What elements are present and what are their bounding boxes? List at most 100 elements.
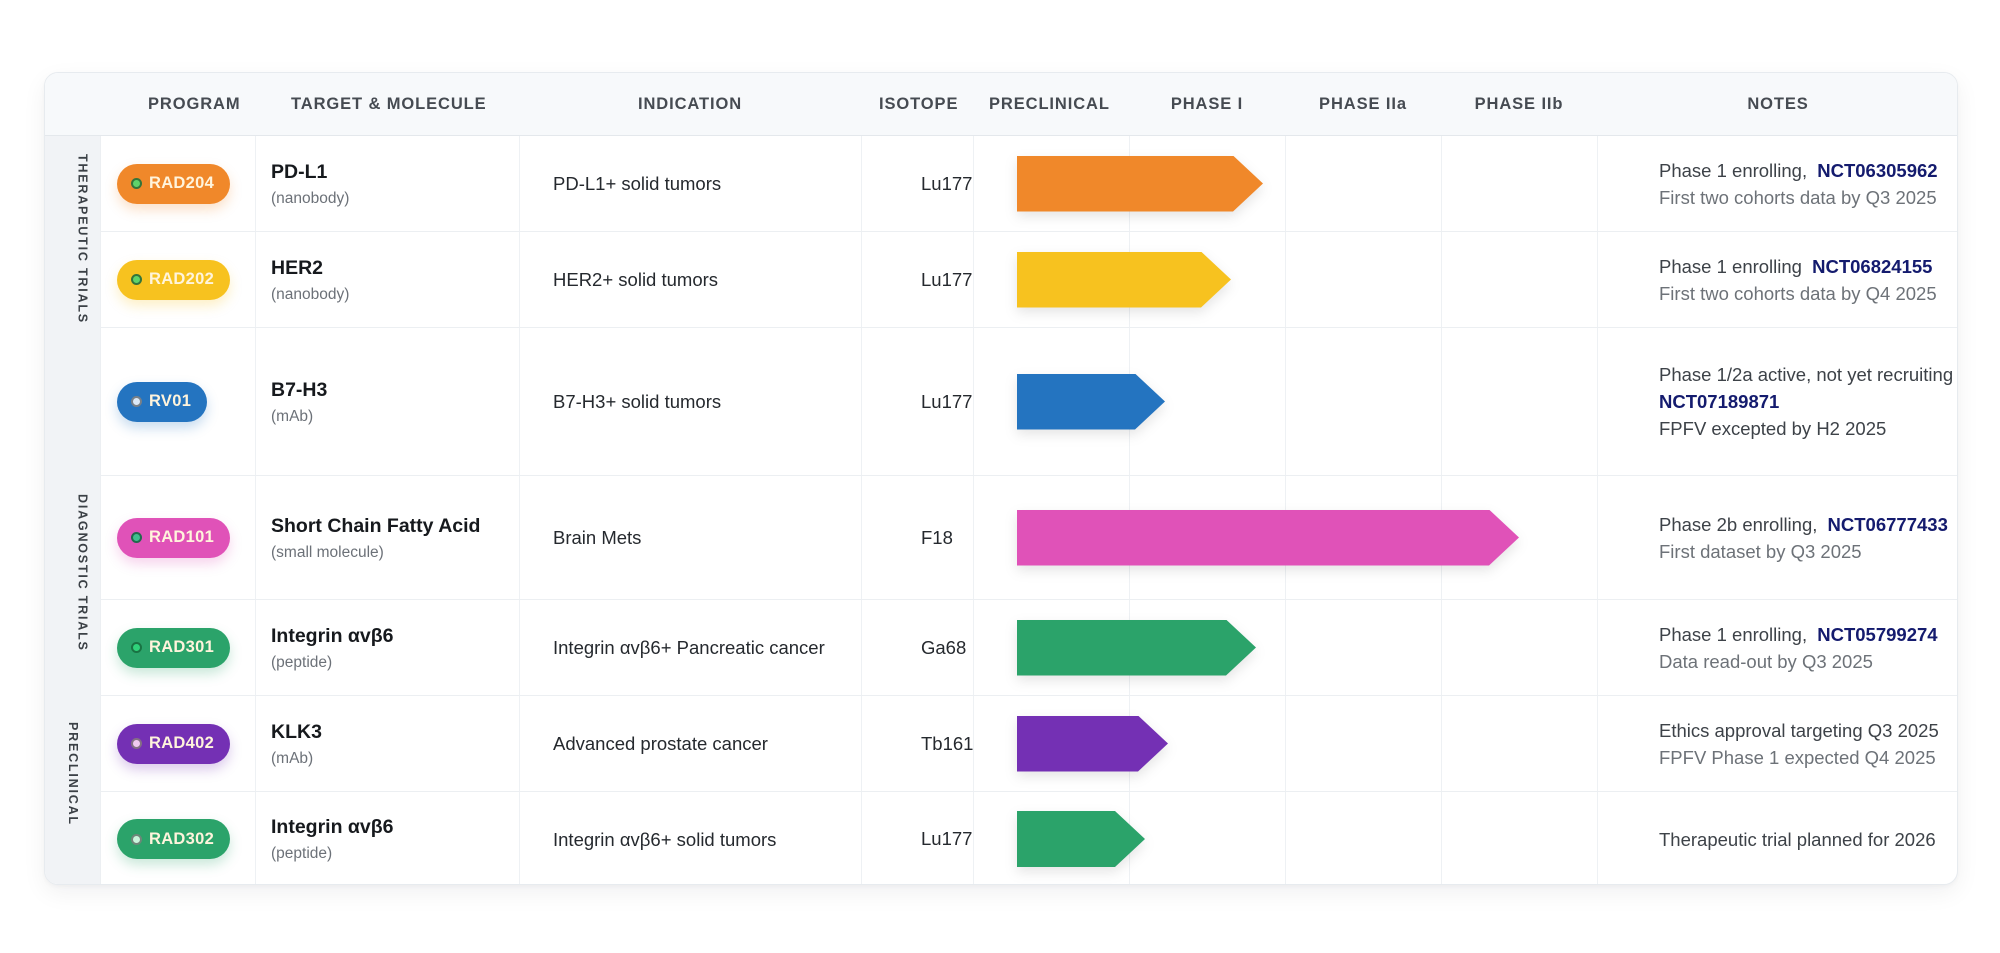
notes-text: Phase 2b enrolling, NCT06777433 First da… <box>1659 511 1957 565</box>
stage-cell <box>1017 328 1641 475</box>
target-cell: PD-L1 (nanobody) <box>271 136 511 231</box>
group-diagnostic-trials: DIAGNOSTIC TRIALS <box>45 476 101 696</box>
notes-status: Phase 2b enrolling, <box>1659 513 1818 535</box>
target-name: HER2 <box>271 256 324 279</box>
nct-link[interactable]: NCT06824155 <box>1812 255 1933 277</box>
column-divider <box>1441 792 1442 884</box>
stage-arrow-icon <box>1017 510 1519 566</box>
notes-text: Phase 1 enrolling NCT06824155 First two … <box>1659 253 1957 307</box>
column-divider <box>1285 792 1286 884</box>
program-code: RV01 <box>149 392 192 410</box>
isotope-cell: Ga68 <box>921 600 981 695</box>
nct-link[interactable]: NCT06777433 <box>1827 513 1948 535</box>
notes-milestone: FPFV Phase 1 expected Q4 2025 <box>1659 746 1936 768</box>
status-dot-icon <box>131 833 142 845</box>
program-badge-rad301[interactable]: RAD301 <box>117 627 231 668</box>
header-isotope: ISOTOPE <box>879 95 959 113</box>
pipeline-table: PROGRAM TARGET & MOLECULE INDICATION ISO… <box>44 72 1958 885</box>
nct-link[interactable]: NCT05799274 <box>1817 623 1938 645</box>
status-dot-icon <box>131 274 142 285</box>
indication-text: B7-H3+ solid tumors <box>553 391 722 412</box>
notes-milestone: First two cohorts data by Q3 2025 <box>1659 186 1937 208</box>
indication-cell: Integrin αvβ6+ solid tumors <box>553 792 843 884</box>
isotope-cell: Lu177 <box>921 792 981 884</box>
stage-progress-bar <box>1017 620 1256 676</box>
program-code: RAD301 <box>149 638 215 656</box>
program-badge-rad204[interactable]: RAD204 <box>117 163 231 204</box>
notes-cell: Phase 2b enrolling, NCT06777433 First da… <box>1659 476 1957 599</box>
program-badge-rv01[interactable]: RV01 <box>117 381 208 422</box>
status-dot-icon <box>131 396 142 407</box>
column-divider <box>861 696 862 791</box>
molecule-type: (peptide) <box>271 845 333 862</box>
column-divider <box>973 600 974 695</box>
column-divider <box>861 600 862 695</box>
header-phase-2b: PHASE IIb <box>1474 95 1564 113</box>
stage-cell <box>1017 792 1641 885</box>
indication-text: PD-L1+ solid tumors <box>553 173 722 194</box>
column-divider <box>973 476 974 599</box>
program-code: RAD402 <box>149 734 215 752</box>
indication-cell: Advanced prostate cancer <box>553 696 843 791</box>
column-divider <box>1285 600 1286 695</box>
program-cell: RAD402 <box>101 696 255 791</box>
isotope-cell: Lu177 <box>921 232 981 327</box>
target-cell: HER2 (nanobody) <box>271 232 511 327</box>
column-divider <box>519 136 520 231</box>
molecule-type: (peptide) <box>271 653 333 671</box>
isotope-cell: F18 <box>921 476 981 599</box>
stage-cell <box>1017 136 1641 231</box>
notes-milestone: Data read-out by Q3 2025 <box>1659 650 1873 672</box>
column-divider <box>255 792 256 884</box>
column-divider <box>519 328 520 475</box>
program-cell: RAD302 <box>101 792 255 884</box>
indication-cell: PD-L1+ solid tumors <box>553 136 843 231</box>
nct-link[interactable]: NCT07189871 <box>1659 391 1780 412</box>
program-badge-rad302[interactable]: RAD302 <box>117 819 231 859</box>
indication-cell: Integrin αvβ6+ Pancreatic cancer <box>553 600 843 695</box>
indication-cell: Brain Mets <box>553 476 843 599</box>
target-cell: B7-H3 (mAb) <box>271 328 511 475</box>
isotope-cell: Lu177 <box>921 136 981 231</box>
notes-milestone: First dataset by Q3 2025 <box>1659 540 1862 562</box>
column-divider <box>1441 328 1442 475</box>
stage-progress-bar <box>1017 374 1165 430</box>
column-divider <box>255 328 256 475</box>
target-name: B7-H3 <box>271 378 328 401</box>
program-code: RAD302 <box>149 829 215 848</box>
program-badge-rad402[interactable]: RAD402 <box>117 723 231 764</box>
stage-progress-bar <box>1017 252 1231 308</box>
notes-cell: Phase 1/2a active, not yet recruiting NC… <box>1659 328 1957 475</box>
program-badge-rad101[interactable]: RAD101 <box>117 517 231 558</box>
group-label-text: THERAPEUTIC TRIALS <box>75 154 90 324</box>
stage-cell <box>1017 600 1641 695</box>
stage-cell <box>1017 232 1641 327</box>
column-divider <box>255 476 256 599</box>
header-program: PROGRAM <box>148 95 241 113</box>
column-divider <box>255 600 256 695</box>
header-phase-preclinical: PRECLINICAL <box>989 95 1110 113</box>
column-divider <box>1597 696 1598 791</box>
status-dot-icon <box>131 532 142 543</box>
column-divider <box>973 328 974 475</box>
nct-link[interactable]: NCT06305962 <box>1817 159 1938 181</box>
stage-progress-bar <box>1017 510 1519 566</box>
column-divider <box>1285 696 1286 791</box>
notes-status: Phase 1 enrolling, <box>1659 623 1808 645</box>
program-badge-rad202[interactable]: RAD202 <box>117 259 231 300</box>
program-cell: RAD101 <box>101 476 255 599</box>
target-name: Integrin αvβ6 <box>271 816 394 838</box>
isotope-text: Lu177 <box>921 390 973 412</box>
column-divider <box>861 792 862 884</box>
notes-cell: Ethics approval targeting Q3 2025 FPFV P… <box>1659 696 1957 791</box>
notes-status: Phase 1 enrolling <box>1659 255 1802 277</box>
notes-cell: Phase 1 enrolling, NCT06305962 First two… <box>1659 136 1957 231</box>
table-row-rad202: RAD202 HER2 (nanobody) HER2+ solid tumor… <box>101 232 1957 328</box>
table-header: PROGRAM TARGET & MOLECULE INDICATION ISO… <box>45 73 1957 136</box>
isotope-text: Lu177 <box>921 828 973 849</box>
column-divider <box>1597 476 1598 599</box>
target-cell: Integrin αvβ6 (peptide) <box>271 600 511 695</box>
indication-cell: B7-H3+ solid tumors <box>553 328 843 475</box>
stage-arrow-icon <box>1017 620 1256 676</box>
program-cell: RAD301 <box>101 600 255 695</box>
